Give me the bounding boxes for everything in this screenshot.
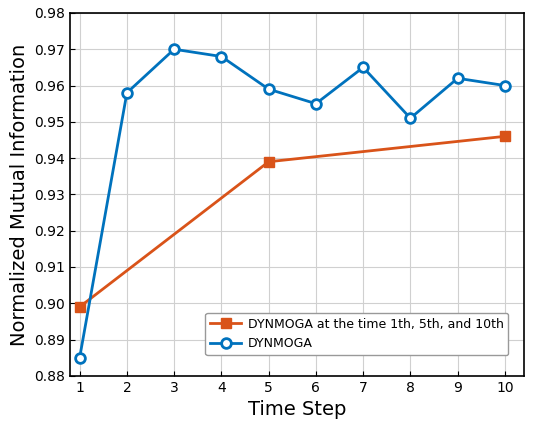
DYNMOGA at the time 1th, 5th, and 10th [266,159,272,164]
DYNMOGA [124,90,130,95]
DYNMOGA [218,54,225,59]
DYNMOGA [313,101,319,106]
Line: DYNMOGA: DYNMOGA [75,44,510,362]
DYNMOGA [77,355,83,360]
DYNMOGA [360,65,366,70]
DYNMOGA [502,83,508,88]
DYNMOGA [407,116,414,121]
Y-axis label: Normalized Mutual Information: Normalized Mutual Information [10,43,29,346]
DYNMOGA [171,47,177,52]
X-axis label: Time Step: Time Step [248,400,346,419]
DYNMOGA [455,76,461,81]
DYNMOGA at the time 1th, 5th, and 10th [77,304,83,309]
Legend: DYNMOGA at the time 1th, 5th, and 10th, DYNMOGA: DYNMOGA at the time 1th, 5th, and 10th, … [205,313,509,355]
DYNMOGA [266,86,272,92]
Line: DYNMOGA at the time 1th, 5th, and 10th: DYNMOGA at the time 1th, 5th, and 10th [75,131,510,312]
DYNMOGA at the time 1th, 5th, and 10th [502,134,508,139]
